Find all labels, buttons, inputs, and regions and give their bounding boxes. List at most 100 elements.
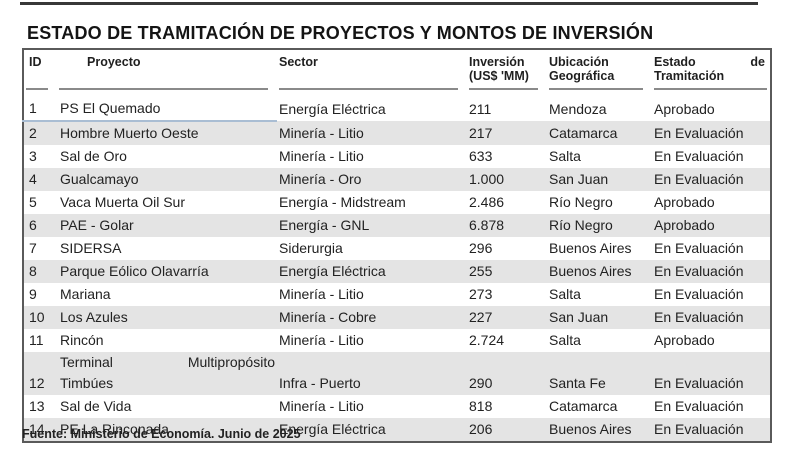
cell-estado: Aprobado	[654, 332, 715, 348]
table-row: 11 Rincón Minería - Litio 2.724 Salta Aprobad…	[23, 329, 771, 352]
cell-estado: En Evaluación	[654, 125, 744, 141]
header-underline	[26, 88, 48, 90]
cell-estado: En Evaluación	[654, 286, 744, 302]
cell-estado: Aprobado	[654, 217, 715, 233]
cell-ubicacion: Santa Fe	[549, 375, 606, 391]
cell-proyecto: PS El Quemado	[57, 97, 277, 122]
cell-inversion: 633	[469, 148, 493, 164]
cell-proyecto: Rincón	[60, 332, 104, 348]
cell-estado: En Evaluación	[654, 421, 744, 437]
cell-sector: Minería - Litio	[279, 286, 364, 302]
table-row: 14 PE La Rinconada Energía Eléctrica 206 Bue…	[23, 418, 771, 442]
cell-estado: En Evaluación	[654, 263, 744, 279]
cell-inversion: 217	[469, 125, 493, 141]
cell-estado: Aprobado	[654, 101, 715, 117]
header-underline	[279, 88, 458, 90]
cell-sector: Energía Eléctrica	[279, 263, 386, 279]
col-header-inversion-line2: (US$ 'MM)	[469, 68, 529, 83]
cell-proyecto: Sal de Oro	[60, 148, 127, 164]
table-row: 8 Parque Eólico Olavarría Energía Eléctric…	[23, 260, 771, 283]
cell-ubicacion: Río Negro	[549, 217, 613, 233]
table-header: ID Proyecto Sector Inversión (US$ 'MM)	[23, 49, 771, 97]
cell-inversion: 206	[469, 421, 493, 437]
cell-proyecto: Terminal Multipropósito Timbúes	[57, 352, 277, 395]
cell-id: 11	[29, 332, 44, 348]
col-header-ubicacion: Ubicación Geográfica	[547, 49, 652, 97]
cell-id: 12	[29, 375, 45, 391]
cell-sector: Siderurgia	[279, 240, 343, 256]
cell-ubicacion: Salta	[549, 332, 581, 348]
col-header-estado-word-right: de	[750, 55, 765, 69]
cell-sector: Minería - Oro	[279, 171, 362, 187]
cell-id: 6	[29, 217, 37, 233]
cell-proyecto: PE La Rinconada	[60, 421, 169, 437]
cell-sector: Energía - GNL	[279, 217, 370, 233]
cell-inversion: 2.724	[469, 332, 505, 348]
cell-ubicacion: Buenos Aires	[549, 240, 632, 256]
col-header-proyecto: Proyecto	[57, 49, 277, 97]
page-title: ESTADO DE TRAMITACIÓN DE PROYECTOS Y MON…	[27, 23, 654, 44]
cell-inversion: 255	[469, 263, 493, 279]
cell-inversion: 6.878	[469, 217, 505, 233]
project-name-line2: Timbúes	[60, 375, 114, 391]
top-rule-divider	[20, 2, 758, 5]
table-row: 5 Vaca Muerta Oil Sur Energía - Midstream 2…	[23, 191, 771, 214]
projects-table-container: ID Proyecto Sector Inversión (US$ 'MM)	[22, 48, 772, 443]
cell-estado: Aprobado	[654, 194, 715, 210]
table-row: 4 Gualcamayo Minería - Oro 1.000 San Juan En …	[23, 168, 771, 191]
cell-sector: Energía Eléctrica	[279, 421, 386, 437]
col-header-estado-word-left: Estado	[654, 55, 696, 69]
cell-proyecto: SIDERSA	[60, 240, 122, 256]
table-row: 13 Sal de Vida Minería - Litio 818 Catamarca…	[23, 395, 771, 418]
col-header-sector: Sector	[277, 49, 467, 97]
cell-inversion: 2.486	[469, 194, 505, 210]
table-row: 10 Los Azules Minería - Cobre 227 San Juan En…	[23, 306, 771, 329]
cell-sector: Minería - Litio	[279, 148, 364, 164]
cell-ubicacion: Río Negro	[549, 194, 613, 210]
cell-proyecto: Gualcamayo	[60, 171, 139, 187]
cell-sector: Minería - Litio	[279, 332, 364, 348]
cell-id: 2	[29, 125, 37, 141]
cell-sector: Infra - Puerto	[279, 375, 361, 391]
cell-estado: En Evaluación	[654, 398, 744, 414]
cell-id: 1	[23, 97, 57, 122]
cell-id: 13	[29, 398, 45, 414]
col-header-inversion-line1: Inversión	[469, 55, 525, 69]
col-header-estado-line2: Tramitación	[654, 68, 725, 83]
project-name-line1: Terminal Multipropósito	[60, 352, 275, 373]
cell-proyecto: Mariana	[60, 286, 111, 302]
project-name-word: Terminal	[60, 354, 113, 370]
col-header-ubicacion-line1: Ubicación	[549, 55, 609, 69]
cell-ubicacion: Buenos Aires	[549, 263, 632, 279]
col-header-ubicacion-line2: Geográfica	[549, 68, 615, 83]
cell-estado: En Evaluación	[654, 171, 744, 187]
cell-id: 10	[29, 309, 45, 325]
col-header-id: ID	[23, 49, 57, 97]
cell-id: 3	[29, 148, 37, 164]
table-row: 9 Mariana Minería - Litio 273 Salta En Evalua…	[23, 283, 771, 306]
cell-proyecto: Vaca Muerta Oil Sur	[60, 194, 186, 210]
col-header-estado: Estado de Tramitación	[652, 49, 771, 97]
cell-inversion: 227	[469, 309, 493, 325]
header-underline	[59, 88, 268, 90]
projects-table: ID Proyecto Sector Inversión (US$ 'MM)	[22, 48, 772, 443]
cell-ubicacion: San Juan	[549, 309, 609, 325]
col-header-inversion: Inversión (US$ 'MM)	[467, 49, 547, 97]
table-row: 1 PS El Quemado Energía Eléctrica 211 Mendoz…	[23, 97, 771, 122]
cell-estado: En Evaluación	[654, 240, 744, 256]
source-note: Fuente: Ministerio de Economía. Junio de…	[22, 427, 301, 441]
cell-id: 9	[29, 286, 37, 302]
cell-estado: En Evaluación	[654, 148, 744, 164]
cell-id: 8	[29, 263, 37, 279]
cell-inversion: 211	[469, 101, 492, 117]
table-body: 1 PS El Quemado Energía Eléctrica 211 Mendoz…	[23, 97, 771, 442]
cell-sector: Minería - Litio	[279, 125, 364, 141]
cell-id: 14	[29, 421, 45, 437]
col-header-estado-line1: Estado de	[654, 55, 765, 70]
cell-sector: Minería - Litio	[279, 398, 364, 414]
cell-ubicacion: San Juan	[549, 171, 609, 187]
cell-proyecto: PAE - Golar	[60, 217, 134, 233]
table-row: 12 Terminal Multipropósito Timbúes Infra - P…	[23, 352, 771, 395]
col-header-sector-label: Sector	[279, 55, 318, 69]
